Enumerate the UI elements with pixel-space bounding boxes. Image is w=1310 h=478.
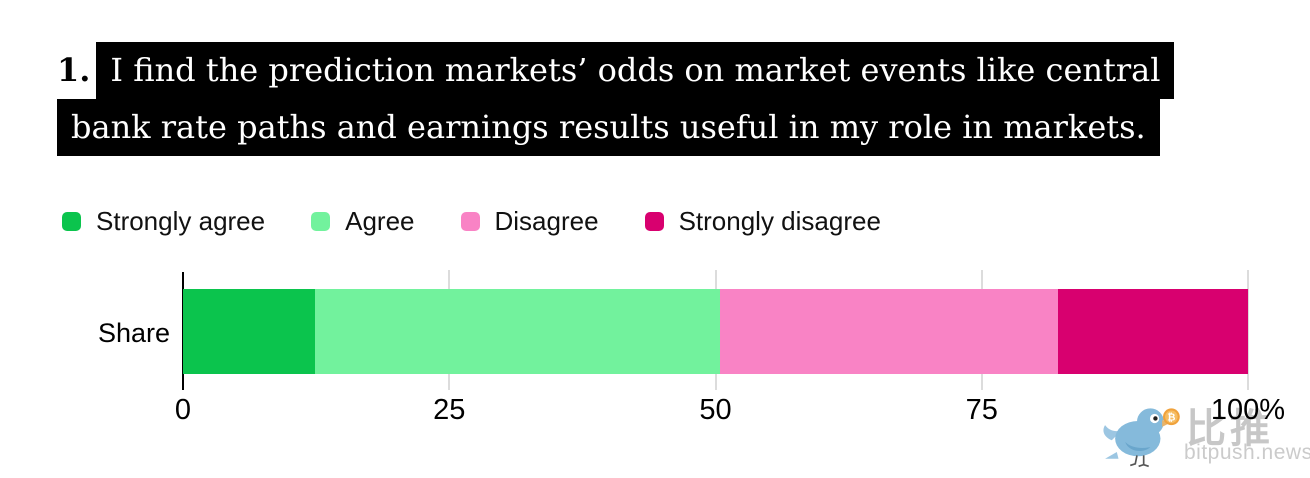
x-tick-50: 50 — [699, 394, 732, 426]
legend-swatch-strongly-agree — [62, 212, 81, 231]
x-tick-100: 100% — [1210, 394, 1286, 426]
legend-label-disagree: Disagree — [494, 206, 599, 236]
gridline-100 — [1247, 270, 1249, 390]
title-line-1-text: I find the prediction markets’ odds on m… — [96, 42, 1175, 99]
legend-swatch-disagree — [460, 212, 480, 231]
legend-item-agree: Agree — [311, 206, 415, 237]
legend-swatch-strongly-disagree — [644, 212, 664, 231]
twitter-bird-bitcoin-icon: ₿ — [1103, 408, 1180, 468]
legend-item-strongly-disagree: Strongly disagree — [644, 206, 881, 237]
title-line-1: 1. I find the prediction markets’ odds on… — [57, 42, 1310, 99]
x-tick-75: 75 — [965, 394, 998, 426]
stacked-bar-share — [183, 289, 1248, 374]
legend-label-strongly-agree: Strongly agree — [96, 206, 266, 236]
plot-area — [182, 270, 1249, 390]
x-tick-0: 0 — [174, 394, 192, 426]
title-line-2-text: bank rate paths and earnings results use… — [57, 99, 1160, 156]
legend-swatch-agree — [311, 212, 331, 231]
legend-label-agree: Agree — [345, 206, 415, 236]
chart-question-title: 1. I find the prediction markets’ odds on… — [57, 42, 1310, 156]
legend-label-strongly-disagree: Strongly disagree — [678, 206, 881, 236]
bar-segment-disagree — [719, 289, 1059, 374]
bar-segment-strongly-disagree — [1058, 289, 1248, 374]
x-tick-25: 25 — [433, 394, 466, 426]
legend-item-strongly-agree: Strongly agree — [62, 206, 265, 237]
bar-segment-agree — [315, 289, 720, 374]
legend-item-disagree: Disagree — [460, 206, 599, 237]
svg-text:₿: ₿ — [1167, 412, 1175, 424]
watermark-domain-text: bitpush.news — [1184, 441, 1310, 464]
watermark-cn-text: 比推 — [1186, 407, 1274, 451]
bar-segment-strongly-agree — [183, 289, 316, 374]
legend: Strongly agree Agree Disagree Strongly d… — [62, 206, 881, 237]
x-axis: 0 25 50 75 100% — [175, 394, 1285, 428]
category-label-share: Share — [97, 318, 170, 348]
title-line-2: bank rate paths and earnings results use… — [57, 99, 1310, 156]
watermark-bitpush: ₿ 比推 bitpush.news — [1100, 394, 1310, 474]
question-number: 1. — [57, 51, 91, 89]
